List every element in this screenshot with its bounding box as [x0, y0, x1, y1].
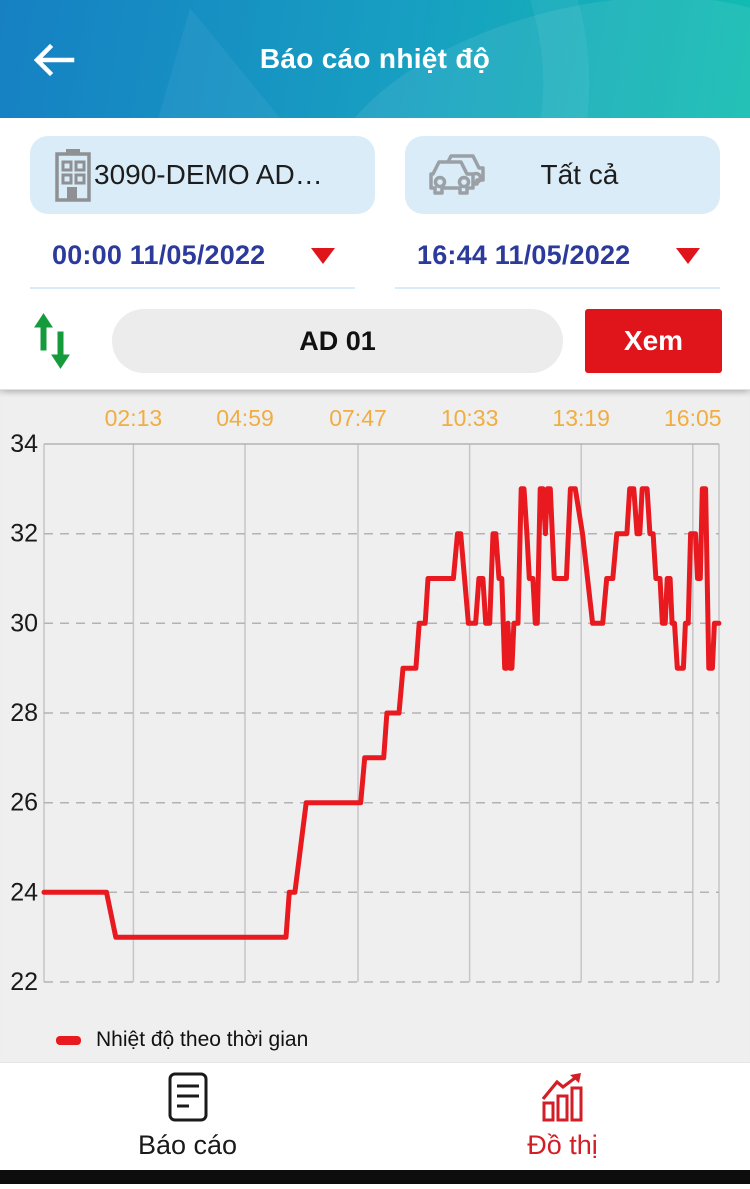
- company-selector[interactable]: 3090-DEMO AD…: [30, 136, 375, 214]
- y-tick-label: 32: [10, 520, 38, 548]
- x-tick-label: 10:33: [441, 405, 499, 431]
- sort-order-button[interactable]: [30, 309, 86, 373]
- temperature-line: [41, 486, 722, 940]
- dropdown-caret-icon: [676, 247, 700, 264]
- y-tick-label: 26: [10, 789, 38, 817]
- device-selector[interactable]: AD 01: [112, 309, 563, 373]
- legend-label: Nhiệt độ theo thời gian: [96, 1028, 309, 1051]
- chart-section: 02:13 04:59 07:47 10:33 13:19 16:05 22 24 26 28 30…: [0, 390, 750, 1062]
- building-icon: [52, 146, 94, 204]
- date-range-row: 00:00 11/05/2022 16:44 11/05/2022: [0, 240, 750, 289]
- company-selector-label: 3090-DEMO AD…: [94, 159, 323, 190]
- graph-chart-icon: [539, 1072, 587, 1122]
- vehicle-selector-label: Tất cả: [540, 159, 619, 190]
- vehicle-selector[interactable]: Tất cả: [404, 136, 720, 214]
- bottom-navigation: Báo cáo Đồ thị: [0, 1062, 750, 1170]
- arrow-left-icon: [32, 42, 76, 78]
- app-header: Báo cáo nhiệt độ: [0, 0, 750, 118]
- vehicles-icon: [427, 148, 491, 202]
- x-tick-label: 16:05: [664, 405, 722, 431]
- legend-line-swatch: [56, 1035, 81, 1045]
- view-button[interactable]: Xem: [585, 309, 722, 373]
- y-tick-label: 30: [10, 609, 38, 637]
- filter-panel: 3090-DEMO AD… Tất cả: [0, 118, 750, 390]
- y-tick-label: 24: [10, 878, 38, 906]
- x-tick-label: 07:47: [329, 405, 387, 431]
- chart-legend: Nhiệt độ theo thời gian: [56, 1028, 750, 1052]
- end-datetime-picker[interactable]: 16:44 11/05/2022: [395, 240, 720, 289]
- y-tick-label: 34: [10, 430, 38, 458]
- tab-graph-label: Đồ thị: [527, 1130, 598, 1160]
- selector-chips-row: 3090-DEMO AD… Tất cả: [0, 136, 750, 214]
- x-tick-label: 13:19: [552, 405, 610, 431]
- x-tick-label: 02:13: [105, 405, 163, 431]
- y-tick-label: 28: [10, 699, 38, 727]
- start-datetime-value: 00:00 11/05/2022: [52, 240, 266, 270]
- dropdown-caret-icon: [311, 247, 335, 264]
- tab-report-label: Báo cáo: [137, 1130, 238, 1160]
- y-tick-label: 22: [10, 968, 38, 996]
- report-document-icon: [167, 1072, 209, 1122]
- start-datetime-picker[interactable]: 00:00 11/05/2022: [30, 240, 355, 289]
- page-title: Báo cáo nhiệt độ: [259, 43, 491, 74]
- x-tick-label: 04:59: [216, 405, 274, 431]
- system-home-bar[interactable]: [0, 1170, 750, 1184]
- action-row: AD 01 Xem: [30, 309, 722, 373]
- tab-graph[interactable]: Đồ thị: [375, 1063, 750, 1170]
- end-datetime-value: 16:44 11/05/2022: [417, 240, 631, 270]
- back-button[interactable]: [30, 36, 78, 84]
- tab-report[interactable]: Báo cáo: [0, 1063, 375, 1170]
- sort-arrows-icon: [30, 310, 76, 372]
- temperature-chart: 02:13 04:59 07:47 10:33 13:19 16:05 22 24 26 28 30…: [10, 405, 722, 996]
